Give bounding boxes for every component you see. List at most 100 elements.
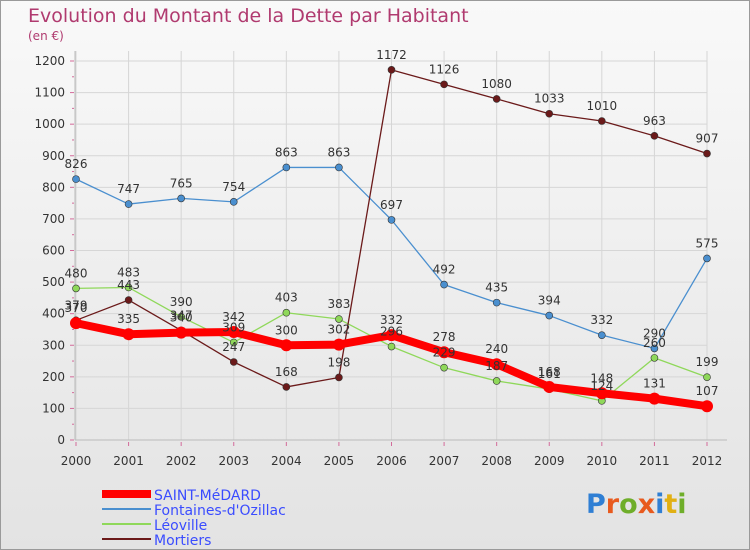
data-label: 168 xyxy=(538,365,561,379)
data-point xyxy=(595,387,608,400)
data-label: 863 xyxy=(275,145,298,159)
data-point xyxy=(387,342,396,351)
x-tick-label: 2003 xyxy=(218,454,249,468)
data-label: 379 xyxy=(65,298,88,312)
data-point xyxy=(650,132,659,140)
data-point xyxy=(650,344,659,353)
data-label: 342 xyxy=(222,310,245,324)
data-label: 300 xyxy=(275,323,298,337)
x-tick-label: 2001 xyxy=(113,454,144,468)
data-point xyxy=(282,383,291,391)
data-label: 747 xyxy=(117,182,140,196)
data-point xyxy=(229,358,238,366)
y-tick-label: 900 xyxy=(42,149,65,163)
data-point xyxy=(545,109,554,118)
data-point xyxy=(492,377,501,385)
data-label: 347 xyxy=(170,308,193,322)
logo-letter: i xyxy=(677,489,687,520)
data-label: 332 xyxy=(380,313,403,327)
data-label: 260 xyxy=(643,336,666,350)
data-point xyxy=(387,216,396,224)
data-point xyxy=(332,338,345,351)
data-label: 1172 xyxy=(376,48,407,62)
data-label: 907 xyxy=(696,132,719,146)
data-label: 1010 xyxy=(587,99,618,113)
data-point xyxy=(492,95,501,103)
x-tick-label: 2002 xyxy=(166,454,197,468)
data-point xyxy=(282,308,291,317)
data-point xyxy=(598,331,606,339)
data-label: 483 xyxy=(117,265,140,279)
data-point xyxy=(335,315,343,323)
data-point xyxy=(70,317,82,330)
data-point xyxy=(648,392,661,405)
data-point xyxy=(490,358,503,371)
data-point xyxy=(177,194,185,203)
x-tick-label: 2008 xyxy=(481,454,512,468)
data-point xyxy=(124,296,133,304)
y-tick-label: 200 xyxy=(42,370,65,384)
data-label: 309 xyxy=(222,320,245,334)
data-point xyxy=(703,254,711,263)
data-point xyxy=(385,329,398,342)
logo-letter: x xyxy=(637,489,656,520)
data-point xyxy=(72,284,80,293)
data-point xyxy=(227,325,240,338)
x-tick-label: 2006 xyxy=(376,454,407,468)
data-label: 443 xyxy=(117,278,140,292)
data-label: 124 xyxy=(590,379,613,393)
legend-label: Mortiers xyxy=(154,533,211,549)
y-tick-label: 400 xyxy=(42,307,65,321)
data-label: 370 xyxy=(65,301,88,315)
data-point xyxy=(229,198,238,206)
data-point xyxy=(438,346,451,359)
data-point xyxy=(124,283,133,292)
data-point xyxy=(701,400,713,413)
data-label: 278 xyxy=(433,330,456,344)
y-tick-label: 600 xyxy=(42,244,65,258)
data-point xyxy=(122,328,135,341)
x-tick-label: 2011 xyxy=(639,454,670,468)
y-tick-label: 1100 xyxy=(34,86,65,100)
data-point xyxy=(543,380,556,393)
data-point xyxy=(650,354,659,362)
data-label: 1126 xyxy=(429,62,460,76)
data-point xyxy=(175,326,188,339)
y-tick-label: 500 xyxy=(42,275,65,289)
x-tick-label: 2000 xyxy=(61,454,92,468)
x-tick-label: 2007 xyxy=(429,454,460,468)
data-label: 290 xyxy=(643,326,666,340)
legend-label: Fontaines-d'Ozillac xyxy=(154,503,286,519)
logo-letter: t xyxy=(664,489,678,520)
data-label: 332 xyxy=(590,313,613,327)
data-point xyxy=(335,163,343,172)
data-label: 161 xyxy=(538,367,561,381)
y-tick-label: 1000 xyxy=(34,117,65,131)
data-point xyxy=(703,373,711,381)
y-tick-label: 1200 xyxy=(34,54,65,68)
data-label: 480 xyxy=(65,266,88,280)
y-tick-label: 800 xyxy=(42,180,65,194)
data-label: 199 xyxy=(696,355,719,369)
data-point xyxy=(492,298,501,307)
data-label: 187 xyxy=(485,359,508,373)
data-label: 340 xyxy=(170,311,193,325)
data-label: 1033 xyxy=(534,92,565,106)
data-label: 229 xyxy=(433,346,456,360)
logo-letter: o xyxy=(619,489,638,520)
data-point xyxy=(335,373,343,382)
data-label: 394 xyxy=(538,294,561,308)
data-point xyxy=(177,313,185,321)
chart-subtitle: (en €) xyxy=(28,29,64,43)
data-label: 131 xyxy=(643,377,666,391)
y-tick-label: 300 xyxy=(42,338,65,352)
data-label: 247 xyxy=(222,340,245,354)
y-tick-label: 0 xyxy=(57,433,65,447)
data-label: 403 xyxy=(275,291,298,305)
x-tick-label: 2010 xyxy=(587,454,618,468)
data-label: 575 xyxy=(696,236,719,250)
data-point xyxy=(440,80,448,89)
data-label: 335 xyxy=(117,312,140,326)
